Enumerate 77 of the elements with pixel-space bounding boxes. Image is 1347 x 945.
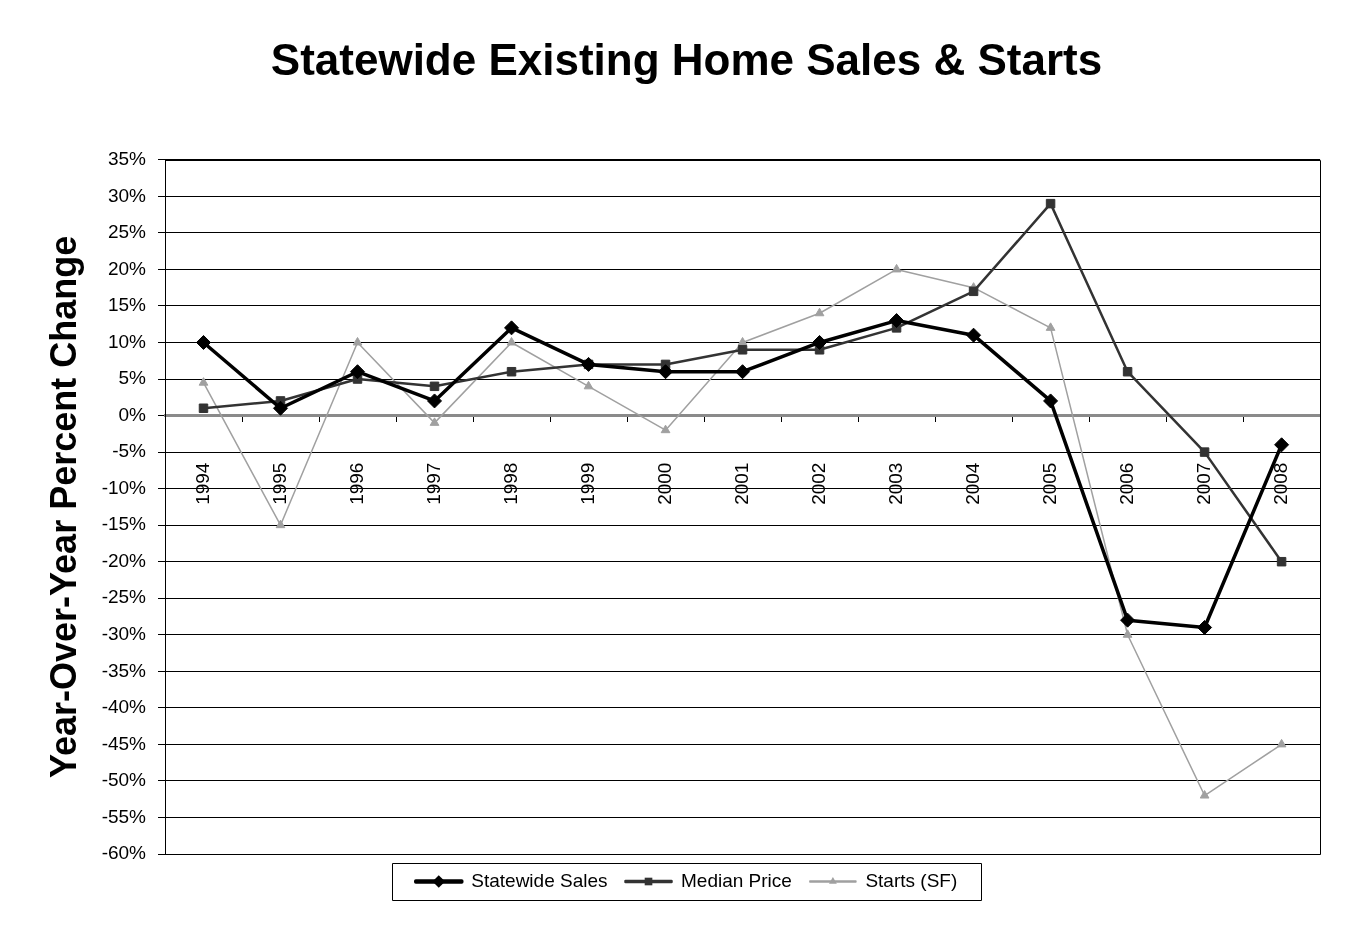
y-tick-label: 20% bbox=[107, 257, 147, 279]
point bbox=[504, 320, 520, 336]
x-tick-label: 2001 bbox=[730, 462, 752, 505]
y-tick-label: 25% bbox=[107, 221, 147, 243]
point bbox=[427, 393, 443, 409]
x-tick-label: 2003 bbox=[884, 462, 906, 505]
point bbox=[429, 381, 440, 392]
legend-label: Statewide Sales bbox=[471, 869, 608, 891]
x-tick-label: 2004 bbox=[961, 462, 983, 505]
point bbox=[198, 403, 209, 413]
point bbox=[658, 364, 674, 380]
y-tick-label: 35% bbox=[107, 148, 147, 170]
point bbox=[352, 336, 363, 346]
y-tick-label: 10% bbox=[107, 330, 147, 352]
y-tick-label: -15% bbox=[101, 513, 147, 535]
y-tick-label: 30% bbox=[107, 184, 147, 206]
point bbox=[506, 366, 517, 377]
point bbox=[1043, 393, 1059, 409]
point bbox=[350, 364, 366, 380]
x-tick-label: 1999 bbox=[576, 462, 598, 505]
x-tick-label: 2005 bbox=[1038, 462, 1060, 505]
point bbox=[1045, 322, 1056, 331]
y-tick-label: -30% bbox=[101, 623, 147, 645]
y-tick-label: -10% bbox=[101, 476, 147, 498]
point bbox=[735, 364, 751, 380]
point bbox=[812, 334, 828, 350]
x-tick-label: 1996 bbox=[345, 462, 367, 505]
point bbox=[1276, 556, 1287, 567]
point bbox=[1122, 629, 1133, 638]
point bbox=[1122, 366, 1133, 377]
y-tick-label: 15% bbox=[107, 294, 147, 316]
x-tick-label: 1995 bbox=[268, 462, 290, 505]
point bbox=[966, 327, 982, 343]
point bbox=[196, 334, 211, 350]
y-tick-label: -50% bbox=[101, 769, 147, 791]
point bbox=[737, 336, 748, 346]
point bbox=[968, 286, 979, 297]
y-tick-label: -45% bbox=[101, 732, 147, 754]
y-tick-label: -20% bbox=[101, 549, 147, 571]
point bbox=[583, 380, 594, 390]
legend-label: Median Price bbox=[681, 869, 792, 891]
x-tick-label: 2000 bbox=[653, 462, 675, 505]
y-tick-label: -25% bbox=[101, 586, 147, 608]
x-tick-label: 2007 bbox=[1192, 462, 1214, 505]
point bbox=[1197, 619, 1213, 635]
point bbox=[506, 336, 517, 346]
point bbox=[275, 519, 286, 529]
point bbox=[889, 313, 905, 329]
point bbox=[273, 400, 289, 416]
point bbox=[1199, 790, 1210, 799]
x-tick-label: 1997 bbox=[422, 462, 444, 505]
point bbox=[737, 345, 748, 355]
legend-label: Starts (SF) bbox=[865, 869, 958, 891]
x-tick-label: 2008 bbox=[1269, 462, 1291, 505]
point bbox=[814, 307, 825, 317]
point bbox=[891, 263, 902, 273]
chart-title: Statewide Existing Home Sales & Starts bbox=[270, 34, 1103, 84]
point bbox=[1199, 447, 1210, 457]
y-tick-label: -5% bbox=[112, 440, 147, 462]
point bbox=[198, 377, 209, 386]
y-tick-label: -40% bbox=[101, 696, 147, 718]
y-tick-label: 0% bbox=[118, 403, 147, 425]
point bbox=[660, 424, 671, 434]
point bbox=[429, 417, 440, 426]
y-tick-label: -55% bbox=[101, 805, 147, 827]
point bbox=[1276, 738, 1287, 748]
y-tick-label: -60% bbox=[101, 842, 147, 864]
y-axis-title: Year-Over-Year Percent Change bbox=[42, 235, 84, 779]
point bbox=[1120, 612, 1136, 628]
y-tick-label: -35% bbox=[101, 659, 147, 681]
x-tick-label: 1998 bbox=[499, 462, 521, 505]
y-tick-label: 5% bbox=[118, 367, 147, 389]
x-tick-label: 1994 bbox=[191, 462, 213, 505]
x-tick-label: 2006 bbox=[1115, 462, 1137, 505]
point bbox=[1045, 198, 1056, 209]
point bbox=[1274, 437, 1290, 453]
x-tick-label: 2002 bbox=[807, 462, 829, 505]
